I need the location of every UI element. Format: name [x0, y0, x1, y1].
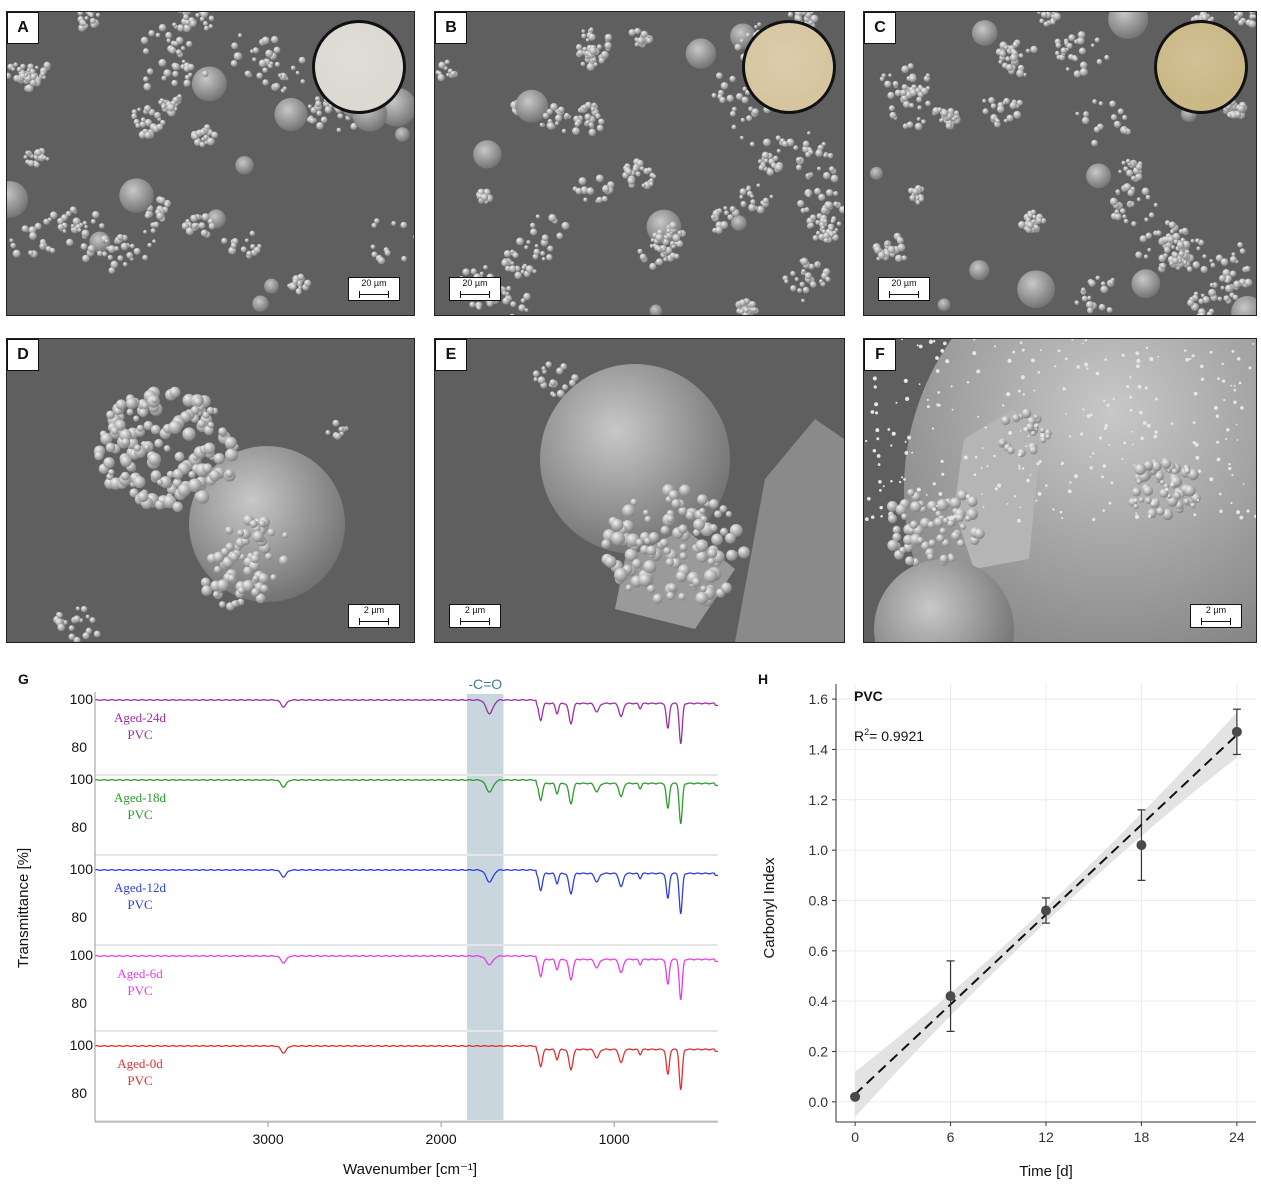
sample-photo-inset-b [742, 20, 836, 114]
y-tick-label: 100 [70, 1037, 94, 1053]
series-label: Aged-12d [114, 880, 166, 895]
x-tick-label: 6 [947, 1129, 955, 1145]
r-squared-label: R2= 0.9921 [854, 727, 924, 744]
y-tick-label: 100 [70, 691, 94, 707]
spectrum-line [94, 868, 719, 915]
x-axis-label: Time [d] [1019, 1163, 1073, 1180]
y-tick-label: 0.6 [809, 943, 829, 959]
series-label: PVC [127, 983, 152, 998]
scale-bar-d: 2 µm [348, 604, 400, 628]
y-tick-label: 1.6 [809, 691, 829, 707]
x-tick-label: 24 [1229, 1129, 1245, 1145]
panel-label-h: H [758, 671, 769, 687]
scale-bar-text: 2 µm [363, 605, 385, 615]
carbonyl-band [467, 694, 504, 1122]
scale-bar-text: 20 µm [462, 278, 488, 288]
series-label: PVC [127, 1073, 152, 1088]
panel-label-d: D [7, 339, 39, 371]
y-tick-label: 80 [71, 995, 87, 1011]
sem-image-d [7, 339, 414, 642]
legend-title: PVC [854, 688, 883, 704]
sem-panel-c: C 20 µm [863, 11, 1257, 316]
scale-bar-a: 20 µm [348, 277, 400, 301]
y-tick-label: 0.8 [809, 892, 829, 908]
sem-image-c [864, 12, 1256, 315]
y-tick-label: 80 [71, 909, 87, 925]
r2-superscript: 2 [864, 727, 869, 737]
y-tick-label: 1.0 [809, 842, 829, 858]
ftir-spectra-chart: -C=O 100 80 Aged-24d PVC 100 80 Aged-18d PVC 100… [15, 676, 719, 1178]
panel-label-b: B [435, 12, 467, 44]
y-tick-label: 0.2 [809, 1044, 829, 1060]
carbonyl-index-chart: 0.00.20.40.60.81.01.21.41.60 6 12 18 24 PVC … [761, 684, 1256, 1180]
series-label: Aged-24d [114, 710, 166, 725]
scale-bar-text: 2 µm [464, 605, 486, 615]
y-tick-label: 0.0 [809, 1094, 829, 1110]
data-point [1136, 840, 1147, 851]
y-tick-label: 80 [71, 1085, 87, 1101]
data-point [850, 1091, 861, 1102]
spectrum-line [94, 1044, 719, 1091]
x-tick-label: 3000 [252, 1131, 283, 1147]
x-tick-label: 2000 [426, 1131, 457, 1147]
sem-panel-b: B 20 µm [434, 11, 845, 316]
y-tick-label: 0.4 [809, 993, 829, 1009]
x-axis-label: Wavenumber [cm⁻¹] [343, 1161, 477, 1178]
series-label: Aged-18d [114, 790, 166, 805]
scale-bar-text: 20 µm [891, 278, 917, 288]
sample-photo-inset-c [1154, 20, 1248, 114]
scale-bar-f: 2 µm [1190, 604, 1242, 628]
spectrum-line [94, 778, 719, 825]
panel-label-c: C [864, 12, 896, 44]
y-axis-label: Carbonyl Index [761, 857, 778, 958]
y-tick-label: 80 [71, 739, 87, 755]
r2-value: = 0.9921 [869, 728, 924, 744]
sem-panel-d: D 2 µm [6, 338, 415, 643]
spectrum-line [94, 954, 719, 1001]
scale-bar-text: 2 µm [1205, 605, 1227, 615]
x-tick-label: 18 [1134, 1129, 1150, 1145]
series-label: PVC [127, 727, 152, 742]
series-label: Aged-0d [117, 1056, 163, 1071]
scale-bar-b: 20 µm [449, 277, 501, 301]
y-tick-label: 100 [70, 771, 94, 787]
spectrum-line [94, 698, 719, 745]
y-tick-label: 1.4 [809, 741, 829, 757]
y-tick-label: 80 [71, 819, 87, 835]
panel-label-f: F [864, 339, 896, 371]
r2-letter: R [854, 728, 864, 744]
panel-label-e: E [435, 339, 467, 371]
y-tick-label: 100 [70, 861, 94, 877]
scale-bar-c: 20 µm [878, 277, 930, 301]
y-axis-label: Transmittance [%] [15, 848, 32, 968]
sem-panel-a: A 20 µm [6, 11, 415, 316]
x-tick-label: 0 [851, 1129, 859, 1145]
x-tick-label: 1000 [599, 1131, 630, 1147]
y-tick-label: 1.2 [809, 792, 829, 808]
sem-image-f [864, 339, 1256, 642]
sem-panel-e: E 2 µm [434, 338, 845, 643]
x-tick-label: 12 [1038, 1129, 1054, 1145]
sample-photo-inset-a [312, 20, 406, 114]
scale-bar-text: 20 µm [361, 278, 387, 288]
series-label: PVC [127, 897, 152, 912]
panel-label-a: A [7, 12, 39, 44]
sem-panel-f: F 2 µm [863, 338, 1257, 643]
panel-label-g: G [18, 671, 29, 687]
sem-image-e [435, 339, 844, 642]
carbonyl-annotation: -C=O [468, 676, 502, 692]
data-point [1041, 905, 1051, 916]
data-point [1231, 726, 1242, 737]
data-point [945, 991, 956, 1002]
scale-bar-e: 2 µm [449, 604, 501, 628]
series-label: PVC [127, 807, 152, 822]
series-label: Aged-6d [117, 966, 163, 981]
y-tick-label: 100 [70, 947, 94, 963]
